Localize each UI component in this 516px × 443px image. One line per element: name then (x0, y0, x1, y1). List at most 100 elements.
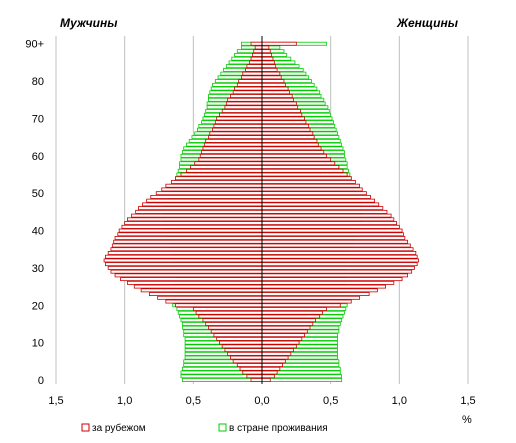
y-tick-label: 30 (32, 263, 44, 275)
bar-abroad-men (180, 172, 263, 177)
bar-abroad-men (225, 101, 263, 106)
bar-abroad-men (140, 288, 263, 293)
bar-abroad-women (261, 292, 370, 296)
bar-abroad-men (232, 359, 263, 364)
bar-abroad-men (249, 60, 263, 65)
bar-abroad-men (110, 269, 263, 274)
bar-abroad-women (261, 180, 356, 184)
bar-abroad-women (261, 161, 336, 166)
unit-label: % (462, 414, 472, 426)
y-tick-label: 60 (32, 151, 44, 163)
bar-abroad-women (261, 82, 286, 87)
bar-abroad-men (121, 224, 263, 229)
bar-abroad-men (203, 142, 263, 147)
bar-abroad-men (227, 97, 263, 102)
bar-abroad-men (221, 344, 263, 349)
bar-abroad-women (261, 176, 352, 181)
bar-abroad-women (261, 284, 386, 289)
bar-abroad-men (165, 183, 263, 188)
bar-abroad-men (221, 109, 263, 113)
x-tick-label: 1,5 (48, 395, 63, 407)
bar-abroad-women (261, 67, 278, 72)
bar-abroad-men (209, 131, 263, 136)
bar-abroad-men (110, 247, 263, 252)
bar-abroad-men (107, 251, 263, 255)
bar-abroad-men (208, 135, 263, 140)
bar-abroad-men (175, 176, 263, 181)
bar-abroad-men (114, 273, 263, 278)
bar-abroad-men (198, 157, 263, 162)
bar-abroad-men (236, 82, 263, 87)
bar-abroad-women (261, 262, 418, 267)
bar-abroad-women (261, 71, 281, 76)
bar-abroad-women (261, 64, 277, 69)
bar-abroad-men (205, 322, 263, 326)
bar-abroad-women (261, 325, 311, 330)
bar-abroad-women (261, 49, 271, 54)
bar-abroad-men (186, 168, 263, 173)
y-tick-label: 0 (38, 375, 44, 387)
bar-abroad-women (261, 157, 332, 162)
bar-abroad-men (146, 198, 263, 203)
bar-abroad-men (133, 284, 263, 289)
bar-abroad-men (165, 299, 263, 304)
bar-abroad-men (250, 41, 263, 46)
bar-abroad-men (205, 138, 263, 143)
x-tick-label: 1,0 (117, 395, 132, 407)
bar-abroad-men (142, 202, 263, 207)
bar-abroad-women (261, 310, 323, 315)
bar-abroad-women (261, 239, 408, 244)
bar-abroad-men (131, 213, 263, 218)
bar-abroad-women (261, 336, 303, 341)
bar-abroad-women (261, 224, 400, 229)
bar-abroad-women (261, 232, 404, 237)
bar-abroad-women (261, 194, 371, 199)
bar-abroad-men (157, 295, 263, 300)
bar-abroad-women (261, 165, 340, 169)
bar-abroad-women (261, 355, 289, 360)
bar-abroad-men (117, 232, 263, 237)
bar-abroad-women (261, 269, 413, 274)
x-tick-labels: 1,5 1,0 0,5 0,0 0,5 1,0 1,5 (48, 395, 475, 407)
bar-abroad-women (261, 124, 310, 128)
bar-abroad-men (135, 209, 263, 214)
bar-abroad-men (240, 75, 263, 80)
bar-abroad-men (213, 333, 263, 338)
bar-abroad-women (261, 138, 318, 143)
bar-abroad-women (261, 221, 397, 226)
bar-abroad-men (114, 236, 263, 240)
bar-resident-women (261, 378, 343, 382)
y-tick-label: 10 (32, 338, 44, 350)
bar-abroad-women (261, 146, 322, 151)
bar-abroad-women (261, 307, 327, 311)
bar-abroad-men (224, 348, 263, 353)
bar-abroad-men (150, 194, 263, 199)
bar-abroad-men (201, 150, 263, 155)
bar-abroad-men (170, 180, 263, 184)
bar-abroad-women (261, 202, 380, 207)
bar-abroad-women (261, 105, 299, 110)
bar-abroad-men (208, 325, 263, 330)
bar-abroad-women (261, 187, 363, 192)
bar-abroad-men (219, 340, 263, 345)
bar-abroad-women (261, 303, 341, 308)
bar-abroad-women (261, 243, 411, 248)
bar-abroad-women (261, 288, 378, 293)
bar-abroad-men (219, 112, 263, 117)
bar-abroad-women (261, 340, 300, 345)
bar-abroad-men (198, 314, 263, 319)
bar-abroad-men (212, 127, 263, 132)
bar-abroad-women (261, 209, 388, 214)
bar-abroad-men (250, 56, 263, 61)
bar-abroad-men (216, 336, 263, 341)
bar-abroad-men (111, 243, 263, 248)
bar-abroad-women (261, 333, 305, 338)
bar-abroad-men (155, 191, 263, 196)
bar-abroad-women (261, 359, 286, 364)
bar-abroad-women (261, 329, 308, 334)
y-tick-label: 70 (32, 113, 44, 125)
bar-abroad-women (261, 295, 360, 300)
bar-abroad-women (261, 344, 297, 349)
bar-abroad-men (246, 374, 263, 379)
bar-abroad-men (195, 310, 263, 315)
